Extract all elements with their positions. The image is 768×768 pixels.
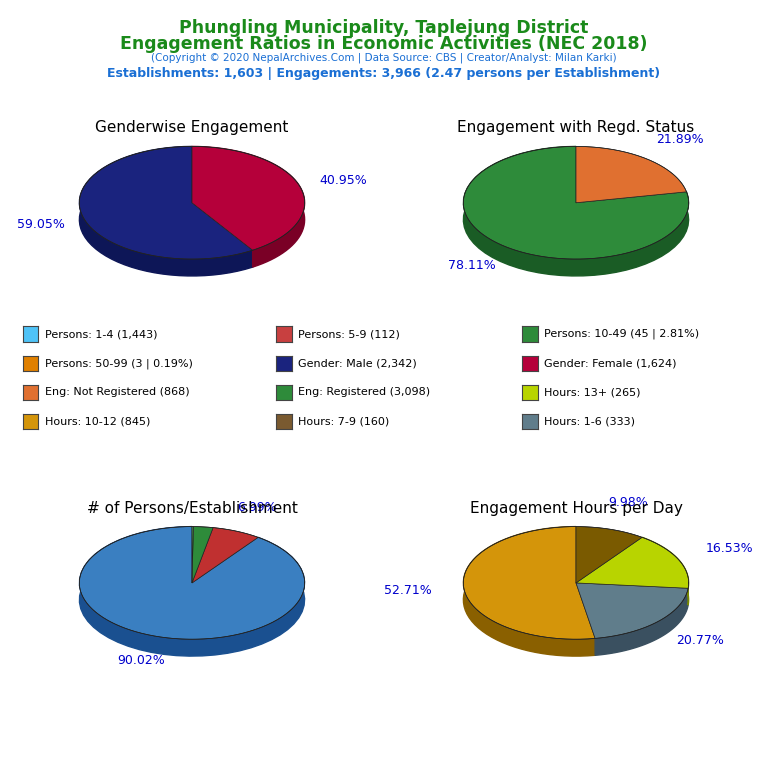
Text: Persons: 5-9 (112): Persons: 5-9 (112): [298, 329, 400, 339]
Text: 9.98%: 9.98%: [608, 496, 648, 509]
Polygon shape: [642, 538, 689, 605]
Text: Persons: 1-4 (1,443): Persons: 1-4 (1,443): [45, 329, 157, 339]
Polygon shape: [192, 147, 305, 267]
Text: 21.89%: 21.89%: [656, 133, 703, 146]
Polygon shape: [463, 147, 689, 259]
Polygon shape: [576, 527, 642, 583]
Title: Genderwise Engagement: Genderwise Engagement: [95, 121, 289, 135]
Text: Phungling Municipality, Taplejung District: Phungling Municipality, Taplejung Distri…: [179, 19, 589, 37]
Text: 40.95%: 40.95%: [319, 174, 367, 187]
Polygon shape: [595, 588, 688, 655]
Text: Gender: Male (2,342): Gender: Male (2,342): [298, 358, 417, 369]
Title: # of Persons/Establishment: # of Persons/Establishment: [87, 501, 297, 515]
Text: 59.05%: 59.05%: [17, 218, 65, 231]
Text: 6.99%: 6.99%: [237, 502, 276, 515]
Title: Engagement with Regd. Status: Engagement with Regd. Status: [458, 121, 694, 135]
Polygon shape: [79, 147, 253, 276]
Text: Hours: 7-9 (160): Hours: 7-9 (160): [298, 416, 389, 427]
Polygon shape: [192, 527, 194, 583]
Polygon shape: [463, 147, 689, 276]
Polygon shape: [576, 583, 688, 638]
Text: Hours: 10-12 (845): Hours: 10-12 (845): [45, 416, 150, 427]
Polygon shape: [576, 147, 687, 203]
Polygon shape: [192, 527, 213, 583]
Text: 78.11%: 78.11%: [449, 260, 496, 273]
Polygon shape: [192, 528, 258, 583]
Polygon shape: [79, 527, 305, 639]
Text: Persons: 50-99 (3 | 0.19%): Persons: 50-99 (3 | 0.19%): [45, 358, 193, 369]
Text: (Copyright © 2020 NepalArchives.Com | Data Source: CBS | Creator/Analyst: Milan : (Copyright © 2020 NepalArchives.Com | Da…: [151, 52, 617, 63]
Polygon shape: [79, 527, 305, 656]
Text: Persons: 10-49 (45 | 2.81%): Persons: 10-49 (45 | 2.81%): [544, 329, 699, 339]
Text: 16.53%: 16.53%: [706, 541, 753, 554]
Polygon shape: [463, 527, 595, 639]
Polygon shape: [576, 538, 689, 588]
Text: 90.02%: 90.02%: [118, 654, 165, 667]
Text: Hours: 13+ (265): Hours: 13+ (265): [544, 387, 641, 398]
Polygon shape: [463, 527, 595, 656]
Text: Engagement Ratios in Economic Activities (NEC 2018): Engagement Ratios in Economic Activities…: [121, 35, 647, 52]
Text: 20.77%: 20.77%: [676, 634, 723, 647]
Text: Establishments: 1,603 | Engagements: 3,966 (2.47 persons per Establishment): Establishments: 1,603 | Engagements: 3,9…: [108, 67, 660, 80]
Polygon shape: [192, 147, 305, 250]
Text: Eng: Not Registered (868): Eng: Not Registered (868): [45, 387, 189, 398]
Polygon shape: [79, 147, 253, 259]
Title: Engagement Hours per Day: Engagement Hours per Day: [469, 501, 683, 515]
Text: Gender: Female (1,624): Gender: Female (1,624): [544, 358, 677, 369]
Text: Eng: Registered (3,098): Eng: Registered (3,098): [298, 387, 430, 398]
Text: Hours: 1-6 (333): Hours: 1-6 (333): [544, 416, 634, 427]
Text: 52.71%: 52.71%: [384, 584, 432, 597]
